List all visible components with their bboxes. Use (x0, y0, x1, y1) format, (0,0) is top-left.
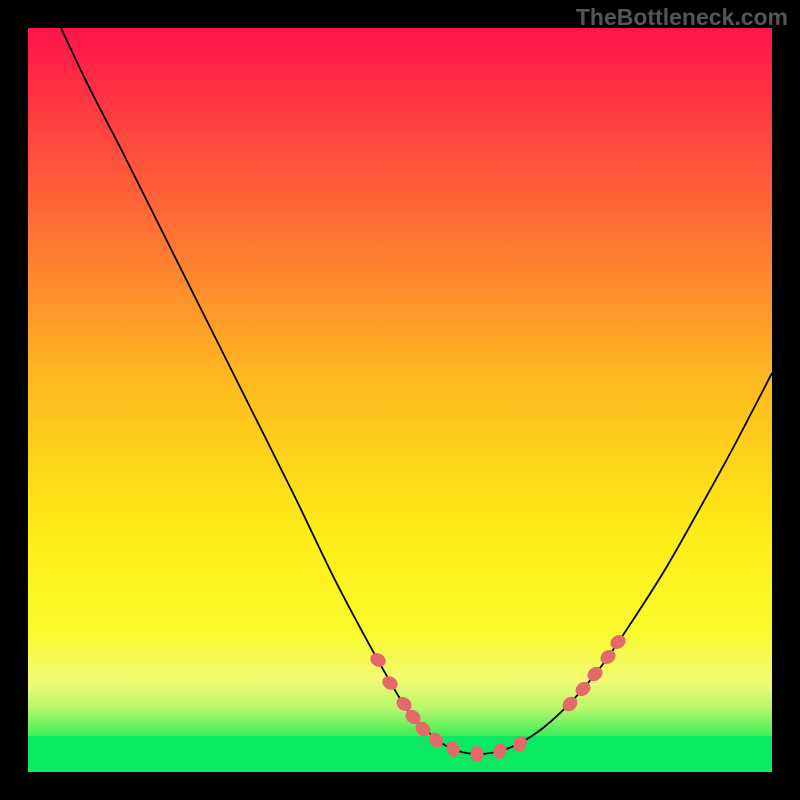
chart-area (28, 28, 772, 772)
gradient-background (28, 28, 772, 772)
curve-marker (471, 746, 484, 762)
bottleneck-chart-svg (28, 28, 772, 772)
solid-bottom-band (28, 736, 772, 772)
chart-container: TheBottleneck.com (0, 0, 800, 800)
watermark-text: TheBottleneck.com (576, 4, 788, 31)
